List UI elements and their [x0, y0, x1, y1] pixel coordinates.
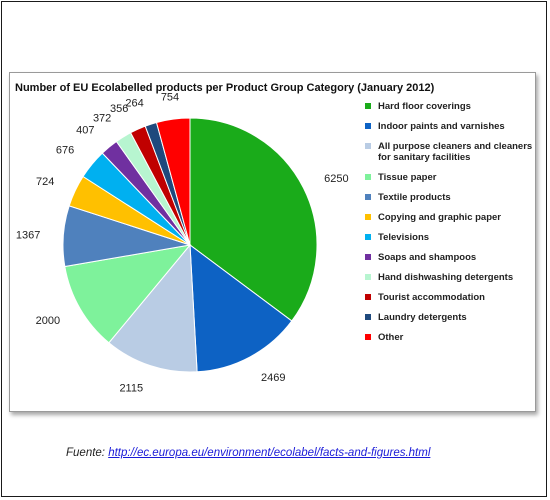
legend-item-all-purpose-cleaners-and-cleaners-for-sanitary-facilities: All purpose cleaners and cleaners for sa…	[365, 141, 533, 163]
data-label-all-purpose-cleaners-and-cleaners-for-sanitary-facilities: 2115	[119, 383, 143, 395]
legend-label: Other	[378, 332, 404, 343]
data-label-hard-floor-coverings: 6250	[324, 173, 348, 185]
legend-label: All purpose cleaners and cleaners for sa…	[378, 141, 533, 163]
legend-label: Textile products	[378, 192, 451, 203]
chart-legend: Hard floor coverings Indoor paints and va…	[365, 101, 533, 352]
legend-label: Copying and graphic paper	[378, 212, 501, 223]
data-label-televisions: 676	[56, 145, 74, 157]
legend-swatch	[365, 314, 371, 320]
legend-item-tissue-paper: Tissue paper	[365, 172, 533, 183]
legend-swatch	[365, 214, 371, 220]
legend-swatch	[365, 194, 371, 200]
legend-swatch	[365, 274, 371, 280]
legend-swatch	[365, 234, 371, 240]
pie-slice-other	[155, 117, 191, 246]
data-label-other: 754	[161, 91, 179, 103]
data-label-textile-products: 1367	[16, 229, 40, 241]
source-link[interactable]: http://ec.europa.eu/environment/ecolabel…	[108, 447, 431, 459]
legend-label: Televisions	[378, 232, 430, 243]
pie-slice-tissue-paper	[64, 244, 192, 344]
legend-label: Indoor paints and varnishes	[378, 121, 505, 132]
legend-swatch	[365, 254, 371, 260]
data-label-copying-and-graphic-paper: 724	[36, 176, 54, 188]
legend-label: Tissue paper	[378, 172, 437, 183]
legend-item-textile-products: Textile products	[365, 192, 533, 203]
legend-item-other: Other	[365, 332, 533, 343]
pie-slice-indoor-paints-and-varnishes	[189, 243, 293, 373]
data-label-tissue-paper: 2000	[36, 315, 60, 327]
legend-label: Hand dishwashing detergents	[378, 272, 514, 283]
chart-title: Number of EU Ecolabelled products per Pr…	[15, 82, 435, 94]
legend-swatch	[365, 174, 371, 180]
pie-slices	[62, 117, 318, 373]
legend-item-hard-floor-coverings: Hard floor coverings	[365, 101, 533, 112]
legend-label: Hard floor coverings	[378, 101, 471, 112]
legend-item-copying-and-graphic-paper: Copying and graphic paper	[365, 212, 533, 223]
legend-swatch	[365, 334, 371, 340]
pie-slice-hard-floor-coverings	[189, 117, 318, 322]
legend-item-tourist-accommodation: Tourist accommodation	[365, 292, 533, 303]
legend-swatch	[365, 143, 371, 149]
source-citation: Fuente: http://ec.europa.eu/environment/…	[66, 447, 430, 459]
legend-item-laundry-detergents: Laundry detergents	[365, 312, 533, 323]
legend-swatch	[365, 123, 371, 129]
legend-item-hand-dishwashing-detergents: Hand dishwashing detergents	[365, 272, 533, 283]
pie-slice-all-purpose-cleaners-and-cleaners-for-sanitary-facilities	[108, 243, 198, 373]
legend-item-soaps-and-shampoos: Soaps and shampoos	[365, 252, 533, 263]
legend-swatch	[365, 103, 371, 109]
chart-area: Number of EU Ecolabelled products per Pr…	[9, 72, 536, 412]
data-label-indoor-paints-and-varnishes: 2469	[261, 372, 285, 384]
legend-item-indoor-paints-and-varnishes: Indoor paints and varnishes	[365, 121, 533, 132]
data-label-soaps-and-shampoos: 407	[76, 124, 94, 136]
data-label-laundry-detergents: 264	[125, 97, 143, 109]
legend-label: Tourist accommodation	[378, 292, 485, 303]
source-prefix: Fuente:	[66, 447, 109, 459]
legend-label: Soaps and shampoos	[378, 252, 477, 263]
legend-label: Laundry detergents	[378, 312, 467, 323]
legend-item-televisions: Televisions	[365, 232, 533, 243]
data-label-hand-dishwashing-detergents: 372	[93, 112, 111, 124]
data-label-tourist-accommodation: 356	[110, 103, 128, 115]
legend-swatch	[365, 294, 371, 300]
